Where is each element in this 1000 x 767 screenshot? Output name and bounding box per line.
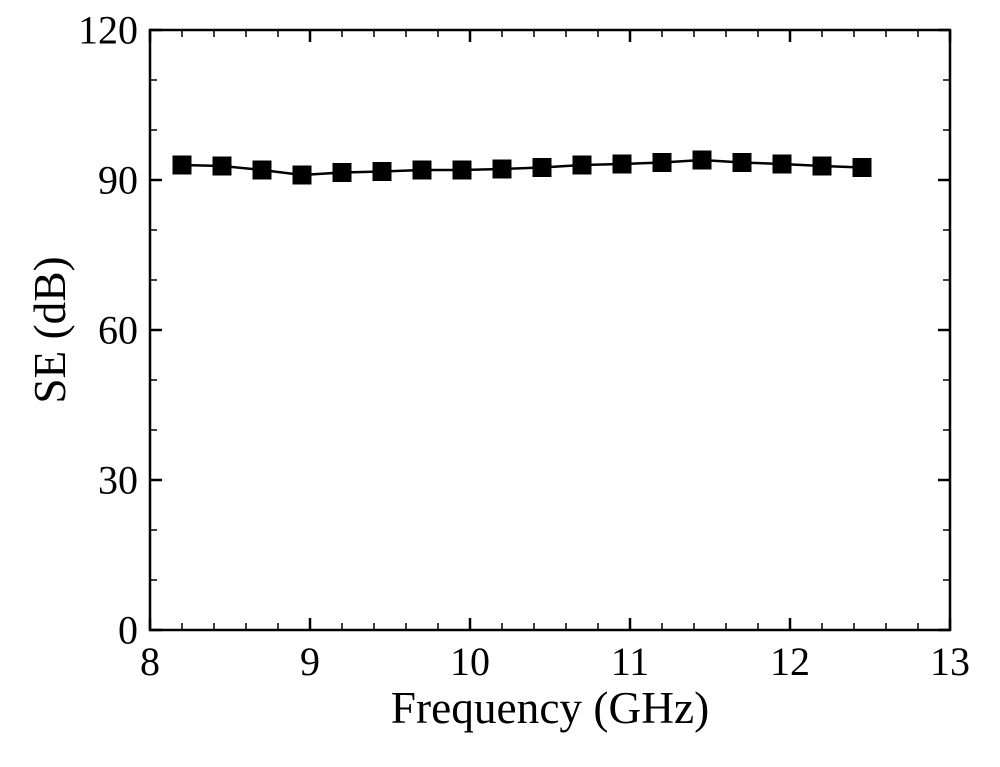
x-tick-label: 10	[450, 638, 490, 685]
y-tick-label: 120	[78, 7, 138, 54]
y-tick-label: 30	[98, 457, 138, 504]
y-tick-label: 90	[98, 157, 138, 204]
data-marker	[733, 154, 751, 172]
data-marker	[173, 156, 191, 174]
data-marker	[653, 154, 671, 172]
x-tick-label: 9	[300, 638, 320, 685]
figure: Frequency (GHz) SE (dB) 8 9 10 11 12 13 0 30 60 9…	[0, 0, 1000, 767]
data-marker	[493, 160, 511, 178]
data-marker	[453, 161, 471, 179]
data-marker	[693, 151, 711, 169]
x-tick-label: 13	[930, 638, 970, 685]
data-marker	[533, 159, 551, 177]
data-marker	[853, 159, 871, 177]
data-marker	[373, 163, 391, 181]
data-marker	[573, 156, 591, 174]
data-marker	[413, 161, 431, 179]
data-marker	[253, 161, 271, 179]
x-tick-label: 12	[770, 638, 810, 685]
x-tick-label: 11	[611, 638, 650, 685]
data-marker	[333, 164, 351, 182]
plot-svg	[150, 30, 950, 630]
data-marker	[773, 155, 791, 173]
data-marker	[613, 155, 631, 173]
x-axis-label: Frequency (GHz)	[391, 682, 709, 734]
plot-area	[150, 30, 950, 630]
data-marker	[213, 157, 231, 175]
data-marker	[813, 157, 831, 175]
y-tick-label: 60	[98, 307, 138, 354]
x-tick-label: 8	[140, 638, 160, 685]
y-axis-label: SE (dB)	[24, 256, 76, 403]
y-tick-label: 0	[118, 607, 138, 654]
data-marker	[293, 166, 311, 184]
